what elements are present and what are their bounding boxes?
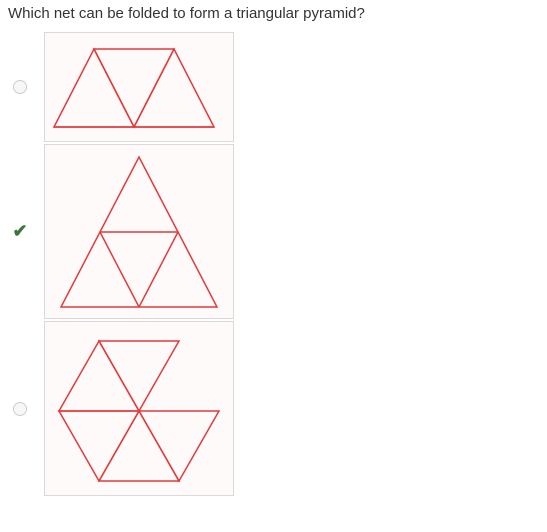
- option-2-marker: ✔: [8, 221, 32, 242]
- option-3-diagram: [44, 321, 234, 496]
- question-text: Which net can be folded to form a triang…: [8, 5, 539, 22]
- net-hex-cluster: [59, 341, 219, 481]
- net-large-triangle: [61, 157, 217, 307]
- net-row-triangles: [54, 49, 214, 127]
- check-icon: ✔: [12, 221, 27, 242]
- options-group: ✔: [8, 32, 539, 498]
- radio-icon[interactable]: [13, 80, 27, 94]
- option-3[interactable]: [8, 321, 539, 496]
- option-1-marker: [8, 80, 32, 94]
- option-1-diagram: [44, 32, 234, 142]
- radio-icon[interactable]: [13, 402, 27, 416]
- option-2-diagram: [44, 144, 234, 319]
- option-3-marker: [8, 402, 32, 416]
- option-2[interactable]: ✔: [8, 144, 539, 319]
- option-1[interactable]: [8, 32, 539, 142]
